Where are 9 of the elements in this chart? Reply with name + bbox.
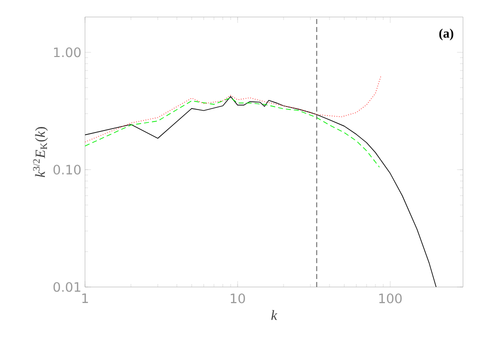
y-tick-label: 0.01 <box>54 282 80 292</box>
x-tick-label: 10 <box>230 294 245 304</box>
y-tick-label: 1.00 <box>54 47 81 58</box>
annotation: (a) <box>439 28 454 40</box>
x-tick-label: 100 <box>379 294 402 304</box>
x-axis-title: k <box>271 310 278 320</box>
x-tick-label: 1 <box>82 294 88 303</box>
y-axis-title: k$^{3/2}$E$_{K}$(k) <box>33 127 48 178</box>
y-tick-label: 0.10 <box>54 164 81 175</box>
